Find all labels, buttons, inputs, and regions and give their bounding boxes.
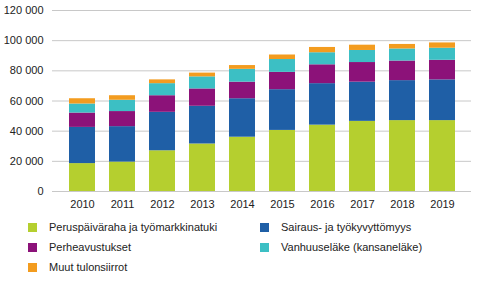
svg-text:2015: 2015 — [270, 198, 294, 210]
html-text:Vanhuuseläke (kansaneläke): Vanhuuseläke (kansaneläke) — [281, 241, 423, 253]
svg-text:2012: 2012 — [150, 198, 174, 210]
svg-text:60 000: 60 000 — [10, 95, 44, 107]
svg-text:2019: 2019 — [430, 198, 454, 210]
svg-text:20 000: 20 000 — [10, 155, 44, 167]
svg-text:2018: 2018 — [390, 198, 414, 210]
svg-text:2013: 2013 — [190, 198, 214, 210]
html-text:Perheavustukset: Perheavustukset — [49, 241, 131, 253]
svg-text:0: 0 — [37, 185, 43, 197]
svg-text:2017: 2017 — [350, 198, 374, 210]
svg-text:2016: 2016 — [310, 198, 334, 210]
svg-text:2010: 2010 — [70, 198, 94, 210]
svg-text:100 000: 100 000 — [4, 34, 44, 46]
html-text:Muut tulonsiirrot: Muut tulonsiirrot — [49, 261, 128, 273]
svg-text:2011: 2011 — [111, 198, 135, 210]
svg-text:40 000: 40 000 — [10, 125, 44, 137]
svg-text:120 000: 120 000 — [4, 4, 44, 16]
html-text:Peruspäiväraha ja työmarkkinat: Peruspäiväraha ja työmarkkinatuki — [49, 221, 218, 233]
html-text:Sairaus- ja työkyvyttömyys: Sairaus- ja työkyvyttömyys — [281, 221, 412, 233]
svg-text:2014: 2014 — [230, 198, 254, 210]
svg-text:80 000: 80 000 — [10, 64, 44, 76]
